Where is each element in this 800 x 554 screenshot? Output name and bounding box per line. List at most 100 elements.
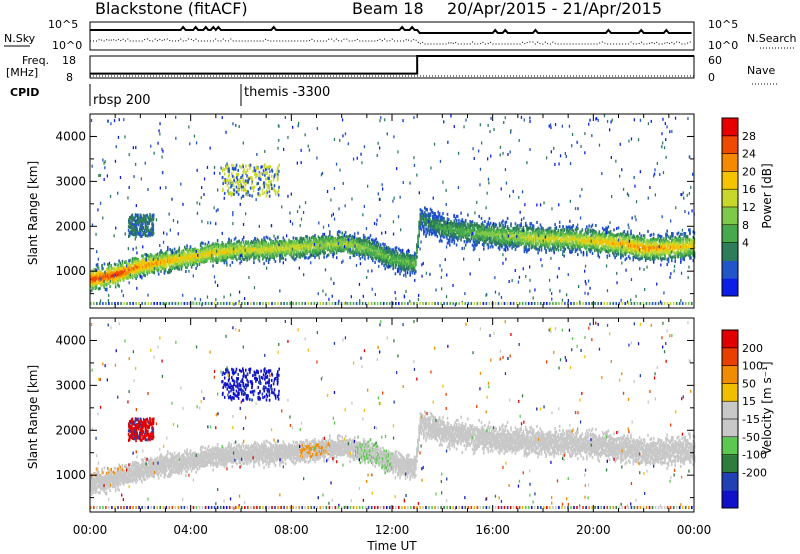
power-cell xyxy=(92,273,94,276)
power-cell xyxy=(274,246,277,250)
power-cell xyxy=(111,267,114,271)
power-cell xyxy=(219,253,221,257)
power-cell xyxy=(150,266,152,270)
power-cell xyxy=(242,241,245,245)
power-cell xyxy=(253,257,255,261)
power-cell xyxy=(160,250,162,254)
power-cell xyxy=(179,264,182,268)
power-cell xyxy=(135,263,137,267)
power-cell xyxy=(168,257,170,260)
power-cell xyxy=(196,251,199,255)
power-cell xyxy=(112,268,115,272)
power-cell xyxy=(154,259,157,263)
power-cell xyxy=(188,260,191,264)
power-cell xyxy=(113,262,116,266)
power-cell xyxy=(127,274,129,278)
power-cell xyxy=(216,257,219,261)
power-cell xyxy=(155,256,158,260)
power-cell xyxy=(122,270,125,274)
power-cell xyxy=(238,239,240,243)
power-cell xyxy=(161,255,163,259)
power-cell xyxy=(173,261,176,265)
power-cell xyxy=(483,247,485,251)
freq-label-line2: [MHz] xyxy=(6,66,38,79)
power-cell xyxy=(268,254,271,258)
power-cell xyxy=(144,257,146,261)
power-cell xyxy=(92,283,94,287)
power-cell xyxy=(161,257,163,260)
power-cell xyxy=(221,258,223,262)
power-cell xyxy=(472,231,475,234)
power-cell xyxy=(136,260,138,264)
power-cell xyxy=(103,283,106,287)
power-cell xyxy=(251,250,254,254)
power-cell xyxy=(216,239,219,243)
power-cell xyxy=(178,260,180,264)
power-cell xyxy=(124,269,126,273)
power-cell xyxy=(172,255,175,259)
power-cell xyxy=(102,284,105,288)
power-cell xyxy=(163,261,166,265)
power-cell xyxy=(90,275,92,279)
power-cell xyxy=(193,258,195,262)
power-cell xyxy=(246,256,248,260)
power-cell xyxy=(95,263,98,267)
power-cell xyxy=(121,272,124,276)
power-cell xyxy=(168,263,170,267)
power-cell xyxy=(458,236,460,240)
power-cell xyxy=(198,251,201,255)
power-cell xyxy=(104,282,107,286)
power-cell xyxy=(142,271,144,275)
power-cell xyxy=(191,261,194,264)
power-cell xyxy=(117,280,119,284)
power-cell xyxy=(143,262,145,266)
power-cell xyxy=(167,248,169,252)
power-cell xyxy=(91,278,93,282)
power-cell xyxy=(90,280,92,284)
power-cell xyxy=(232,242,235,246)
power-cell xyxy=(270,250,272,254)
power-cell xyxy=(93,281,95,285)
freq-tick-top: 18 xyxy=(62,54,76,67)
power-cell xyxy=(233,252,236,256)
nsearch-series-line xyxy=(90,38,692,45)
power-cell xyxy=(364,257,366,261)
power-cell xyxy=(136,274,138,278)
power-cell xyxy=(236,240,238,244)
power-cell xyxy=(137,265,140,269)
nsky-tick-top: 10^5 xyxy=(48,18,78,31)
power-cell xyxy=(223,244,226,248)
power-cell xyxy=(167,258,169,262)
power-cell xyxy=(96,268,99,272)
power-cell xyxy=(157,272,160,276)
power-cell xyxy=(264,255,266,259)
power-cell xyxy=(244,244,246,247)
freq-series-line xyxy=(90,55,694,75)
power-cell xyxy=(270,253,272,257)
power-cell xyxy=(206,252,209,256)
power-cell xyxy=(324,251,326,255)
power-cell xyxy=(146,267,149,271)
power-cell xyxy=(135,267,137,271)
power-cell xyxy=(229,253,231,257)
power-cell xyxy=(107,275,109,279)
power-cell xyxy=(216,250,219,254)
power-cell xyxy=(247,243,249,247)
power-cell xyxy=(168,271,170,275)
power-cell xyxy=(95,281,98,285)
power-cell xyxy=(232,244,235,248)
cpid-segment-1: rbsp 200 xyxy=(93,93,151,108)
power-cell xyxy=(329,230,331,234)
power-cell xyxy=(182,258,185,262)
power-cell xyxy=(145,253,148,256)
power-cell xyxy=(173,255,176,259)
power-cell xyxy=(417,245,419,249)
power-cell xyxy=(131,257,134,261)
power-cell xyxy=(282,256,285,260)
power-cell xyxy=(112,271,115,275)
power-cell xyxy=(374,260,376,264)
power-cell xyxy=(262,249,264,253)
power-cell xyxy=(120,275,123,279)
power-cell xyxy=(139,263,142,267)
